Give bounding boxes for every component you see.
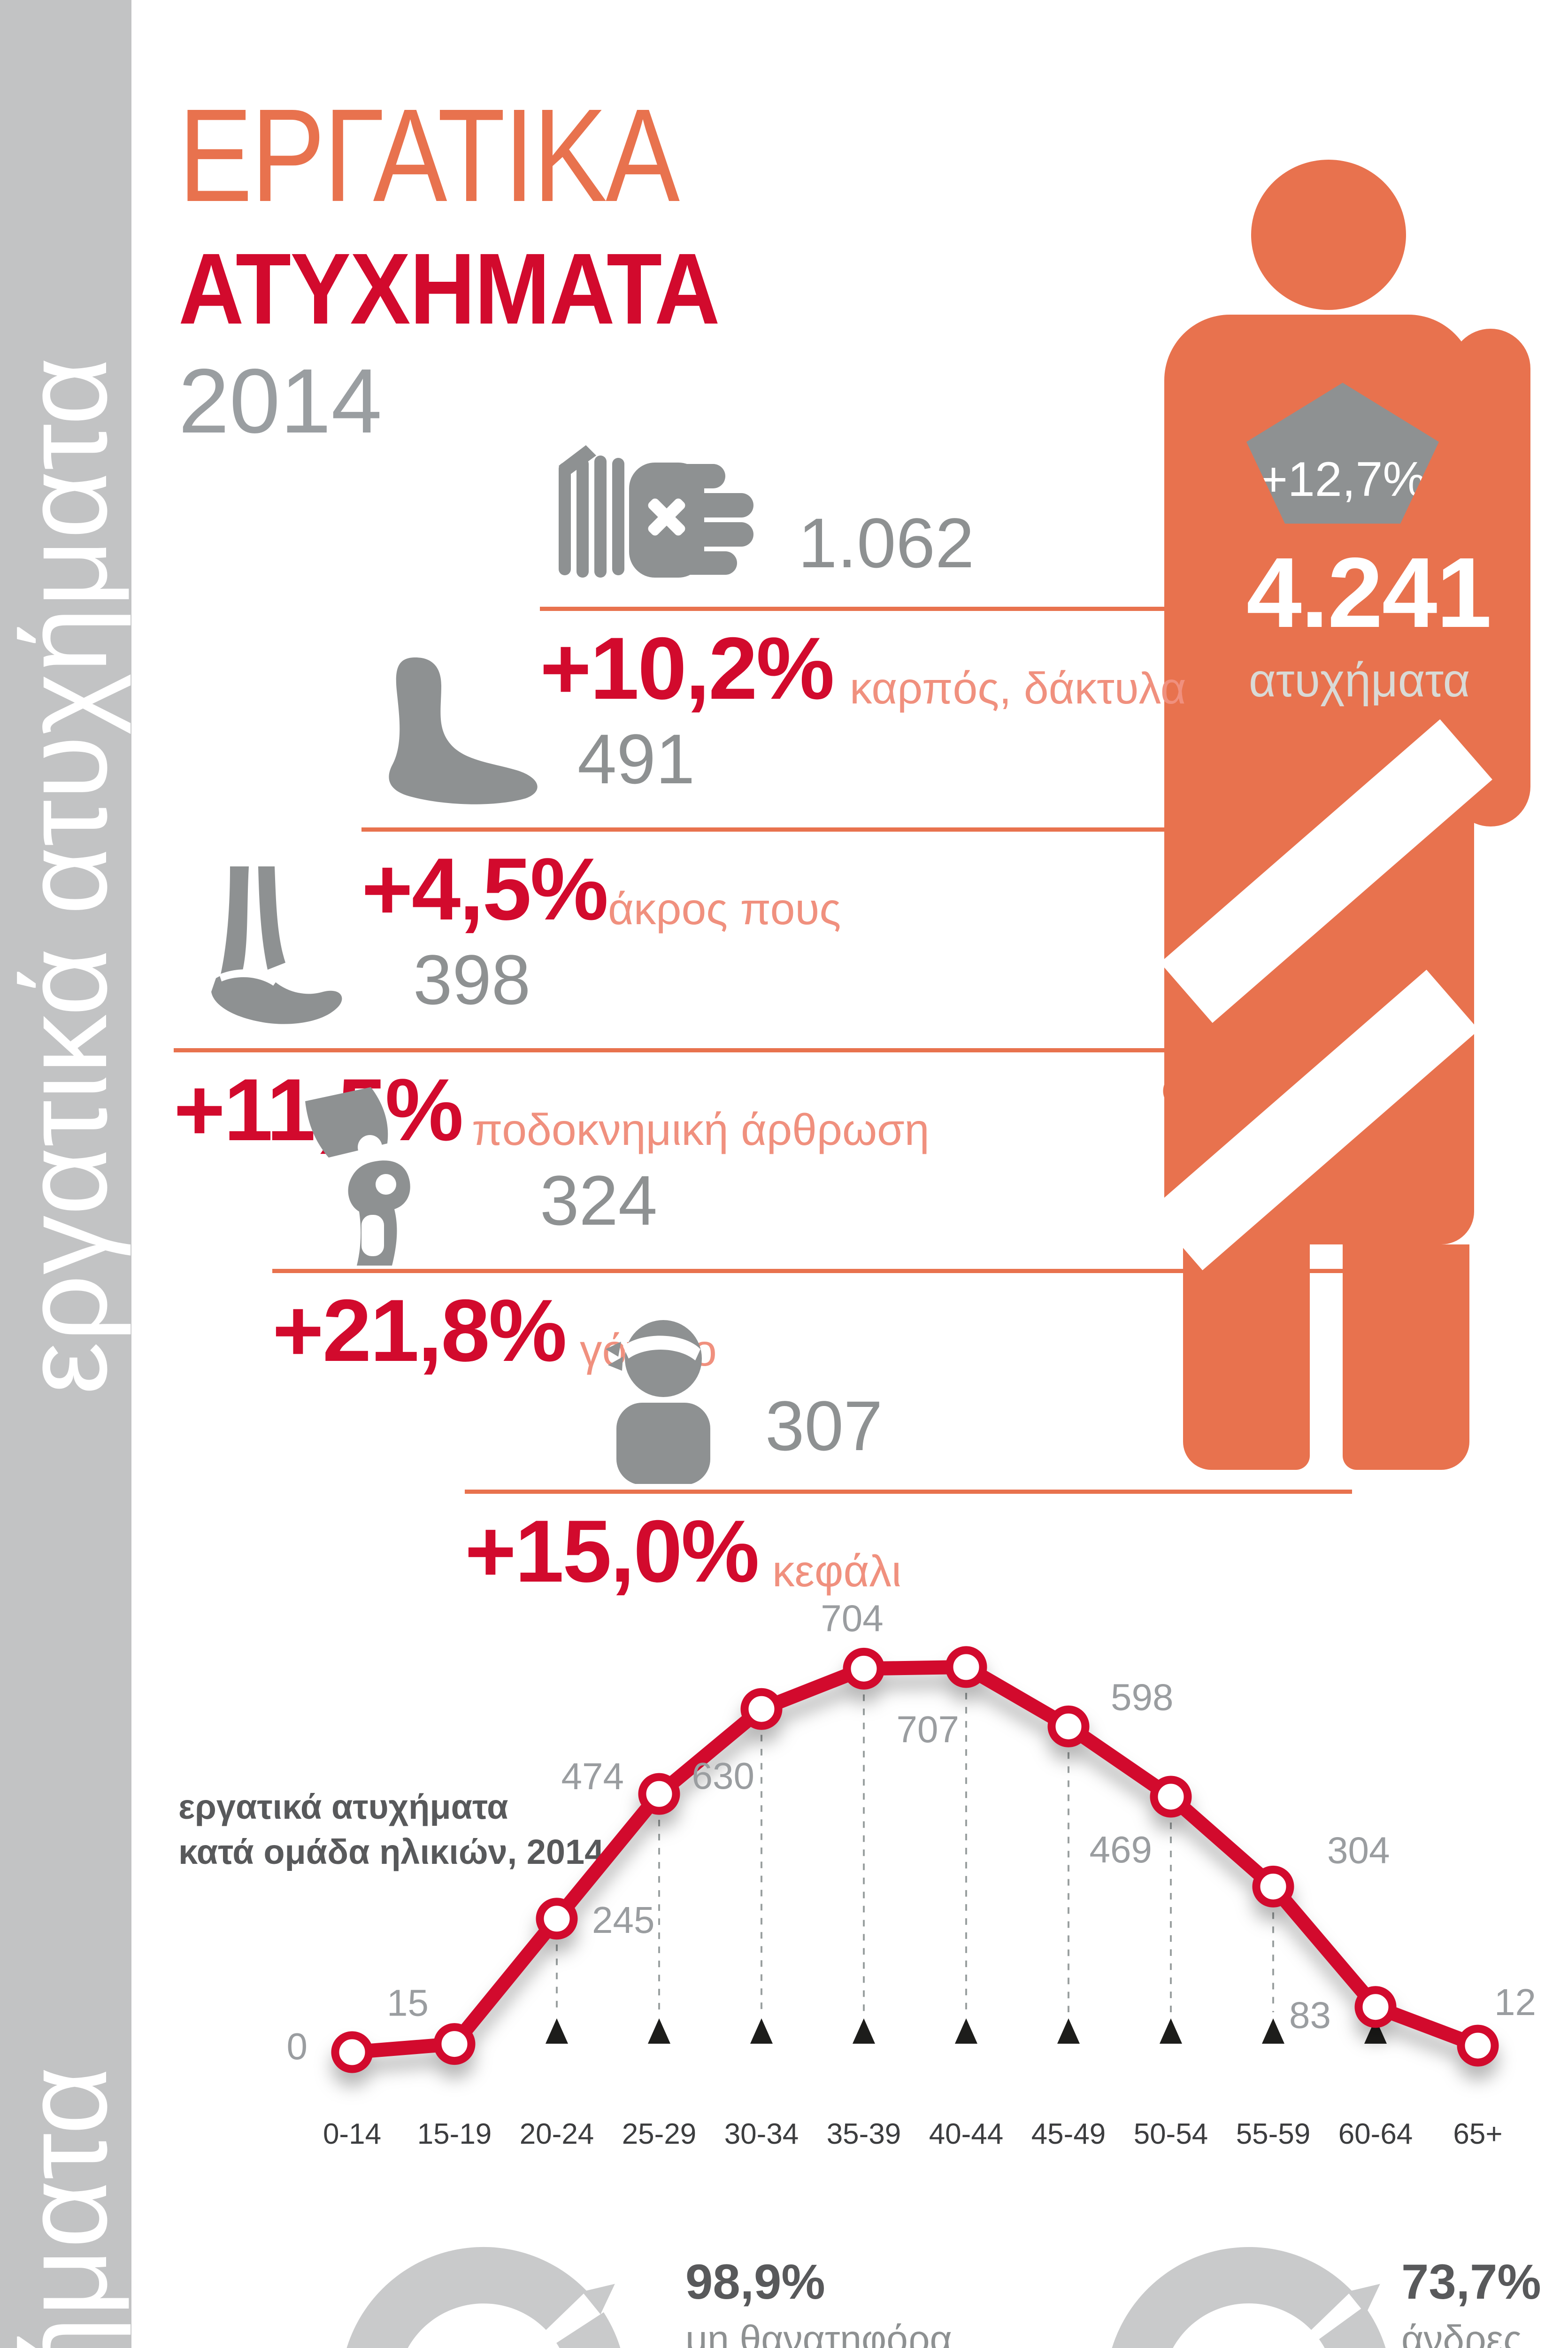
page-title-line2: ΑΤΥΧΗΜΑΤΑ xyxy=(178,232,720,345)
foot-icon xyxy=(389,657,538,804)
svg-text:50-54: 50-54 xyxy=(1134,2118,1208,2150)
page-title-line1: ΕΡΓΑΤΙΚΑ xyxy=(178,81,680,229)
svg-text:40-44: 40-44 xyxy=(929,2118,1004,2150)
page-title-year: 2014 xyxy=(178,350,382,452)
svg-text:469: 469 xyxy=(1090,1829,1152,1870)
total-change-value: +12,7% xyxy=(1259,452,1426,507)
svg-text:704: 704 xyxy=(821,1597,883,1639)
svg-text:15: 15 xyxy=(387,1982,429,2024)
stat-value: 324 xyxy=(540,1161,658,1240)
left-gray-band: εργατικά ατυχήματα εργατικά ατυχήματα xyxy=(0,0,131,2348)
age-chart-title-line2: κατά ομάδα ηλικιών, 2014 xyxy=(178,1832,604,1871)
svg-text:35-39: 35-39 xyxy=(827,2118,901,2150)
stat-value: 491 xyxy=(577,719,695,798)
svg-text:598: 598 xyxy=(1111,1676,1173,1718)
stat-divider-line xyxy=(174,1048,1352,1052)
nonfatal-label: μη θανατηφόρα xyxy=(685,2318,952,2348)
figure-right-leg xyxy=(1343,1244,1469,1470)
svg-text:15-19: 15-19 xyxy=(417,2118,492,2150)
total-accidents-label: ατυχήματα xyxy=(1249,654,1470,707)
figure-head xyxy=(1251,160,1406,310)
wrist-fingers-icon xyxy=(559,445,753,578)
gender-donut-chart xyxy=(1112,2247,1386,2348)
stat-label: κεφάλι xyxy=(772,1546,901,1596)
svg-text:245: 245 xyxy=(592,1899,654,1941)
svg-text:474: 474 xyxy=(561,1755,624,1797)
svg-text:30-34: 30-34 xyxy=(724,2118,799,2150)
stat-label: ποδοκνημική άρθρωση xyxy=(472,1105,930,1155)
fatality-donut-chart xyxy=(346,2247,621,2348)
stat-change: +10,2% xyxy=(540,619,835,718)
figure-left-leg xyxy=(1183,1244,1310,1470)
svg-text:55-59: 55-59 xyxy=(1236,2118,1311,2150)
total-accidents-value: 4.241 xyxy=(1246,537,1492,648)
svg-text:630: 630 xyxy=(692,1755,754,1797)
svg-text:65+: 65+ xyxy=(1453,2118,1502,2150)
svg-text:707: 707 xyxy=(897,1708,959,1750)
svg-text:0-14: 0-14 xyxy=(323,2118,381,2150)
stat-value: 398 xyxy=(413,940,531,1019)
stat-label: καρπός, δάκτυλα xyxy=(850,664,1186,713)
men-label: άνδρες xyxy=(1401,2318,1522,2348)
ankle-joint-icon xyxy=(211,866,342,1024)
bandaged-head-icon xyxy=(606,1320,710,1484)
stat-value: 307 xyxy=(765,1386,883,1465)
stat-change: +21,8% xyxy=(272,1281,567,1380)
svg-text:60-64: 60-64 xyxy=(1338,2118,1413,2150)
vertical-caption-bottom: εργατικά ατυχήματα xyxy=(0,2005,131,2348)
stat-change: +4,5% xyxy=(361,840,608,938)
svg-text:45-49: 45-49 xyxy=(1031,2118,1106,2150)
stat-value: 1.062 xyxy=(798,503,975,582)
age-chart-title: εργατικά ατυχήματα κατά ομάδα ηλικιών, 2… xyxy=(178,1784,604,1875)
svg-text:83: 83 xyxy=(1289,1994,1331,2036)
stat-divider-line xyxy=(540,607,1310,611)
stat-label: άκρος πους xyxy=(608,884,841,934)
figure-arm xyxy=(1451,329,1530,826)
svg-text:0: 0 xyxy=(287,2025,308,2067)
men-pct: 73,7% xyxy=(1401,2255,1541,2309)
svg-text:304: 304 xyxy=(1327,1829,1390,1871)
knee-icon xyxy=(305,1087,410,1266)
age-line-chart: 0 15 245 474 630 704 707 598 469 304 83 12 0-14 15-19… xyxy=(287,1597,1536,2150)
nonfatal-pct: 98,9% xyxy=(685,2255,825,2309)
stat-change: +15,0% xyxy=(465,1502,760,1600)
injured-person-figure xyxy=(1127,160,1568,1479)
stat-divider-line xyxy=(361,827,1352,832)
vertical-caption-top: εργατικά ατυχήματα xyxy=(0,357,131,1395)
stat-divider-line xyxy=(465,1490,1352,1494)
svg-text:25-29: 25-29 xyxy=(622,2118,697,2150)
stat-divider-line xyxy=(272,1269,1352,1273)
svg-text:12: 12 xyxy=(1494,1981,1536,2023)
svg-text:20-24: 20-24 xyxy=(520,2118,594,2150)
age-chart-title-line1: εργατικά ατυχήματα xyxy=(178,1787,508,1826)
